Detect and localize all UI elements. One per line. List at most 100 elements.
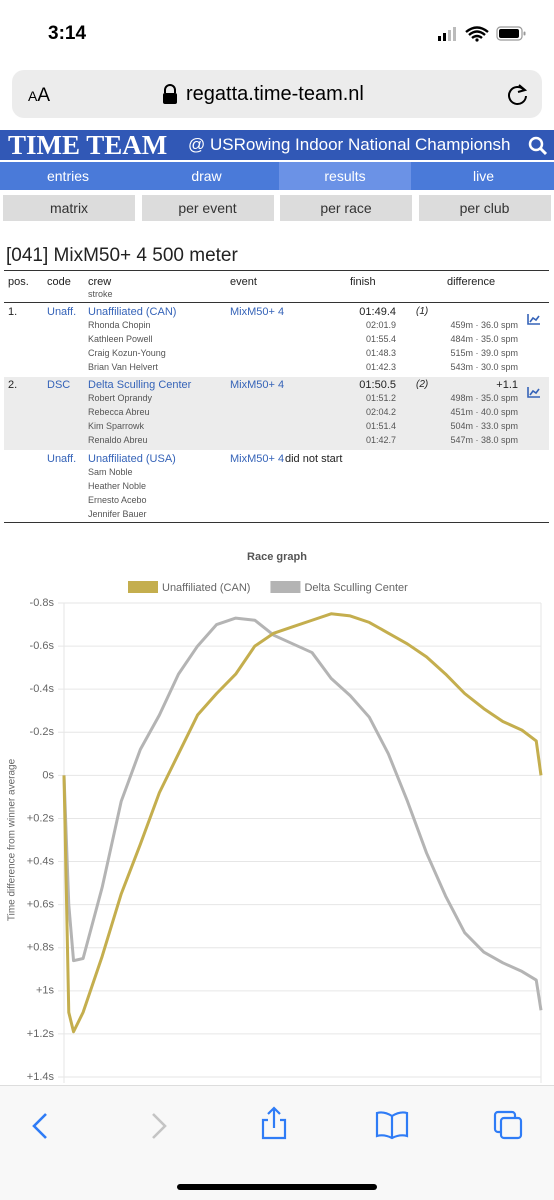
split-detail: 459m · 36.0 spm	[450, 320, 518, 330]
y-tick-label: -0.2s	[30, 726, 55, 738]
split: 01:42.7	[365, 435, 396, 445]
y-tick-label: +0.8s	[27, 942, 55, 954]
member-name: Sam Noble	[88, 467, 133, 477]
crew-name[interactable]: Delta Sculling Center	[88, 379, 192, 391]
y-axis-label: Time difference from winner average	[7, 758, 18, 921]
legend-label: Unaffiliated (CAN)	[162, 582, 250, 594]
tabs-button[interactable]	[493, 1110, 523, 1140]
place: (2)	[416, 379, 429, 390]
y-tick-label: -0.8s	[30, 597, 55, 609]
reload-button[interactable]	[505, 82, 531, 108]
col-head: stroke	[88, 289, 113, 299]
home-indicator	[177, 1184, 377, 1190]
subnav-button[interactable]	[3, 195, 135, 221]
toolbar	[0, 1085, 554, 1200]
member-name: Renaldo Abreu	[88, 435, 148, 445]
nav-item[interactable]: draw	[191, 168, 222, 184]
nav-active	[279, 162, 411, 190]
chart-link[interactable]	[527, 313, 541, 325]
place: (1)	[416, 306, 429, 317]
event-link[interactable]: MixM50+ 4	[230, 306, 285, 318]
nav-bar	[0, 162, 554, 190]
member-name: Brian Van Helvert	[88, 362, 158, 372]
split: 02:04.2	[365, 407, 396, 417]
brand: TIME TEAM	[8, 130, 168, 160]
nav-item[interactable]: entries	[46, 168, 90, 184]
forward-button[interactable]	[152, 1113, 167, 1139]
member-name: Kim Sparrowk	[88, 421, 145, 431]
lock-icon	[163, 84, 177, 104]
col-head: finish	[350, 276, 376, 288]
member-name: Kathleen Powell	[88, 334, 153, 344]
club-code: Unaff.	[47, 306, 77, 318]
event-link[interactable]: MixM50+ 4	[230, 453, 285, 465]
split: 01:51.2	[365, 393, 396, 403]
nav-item[interactable]: live	[472, 168, 494, 184]
y-tick-label: +1s	[36, 985, 55, 997]
site-header	[0, 130, 554, 160]
col-head: pos.	[8, 276, 29, 288]
finish-time: 01:49.4	[359, 306, 396, 318]
row-shade	[4, 377, 549, 450]
split: 02:01.9	[365, 320, 396, 330]
member-name: Heather Noble	[88, 481, 147, 491]
back-button[interactable]	[32, 1113, 47, 1139]
member-name: Robert Oprandy	[88, 393, 153, 403]
difference: +1.1	[496, 379, 518, 391]
chart-link[interactable]	[527, 386, 541, 398]
y-tick-label: +0.2s	[27, 812, 55, 824]
status: did not start	[285, 453, 343, 465]
split: 01:42.3	[365, 362, 396, 372]
y-tick-label: -0.4s	[30, 683, 55, 695]
subnav-button[interactable]	[141, 195, 274, 221]
status-icons	[438, 26, 526, 42]
crew-name[interactable]: Unaffiliated (USA)	[88, 453, 176, 465]
member-name: Ernesto Acebo	[88, 495, 147, 505]
y-tick-label: +0.6s	[27, 899, 55, 911]
col-head: code	[47, 276, 71, 288]
split-detail: 547m · 38.0 spm	[450, 435, 518, 445]
subnav-button[interactable]	[280, 195, 412, 221]
member-name: Jennifer Bauer	[88, 509, 147, 519]
toolbar-icons	[32, 1106, 523, 1190]
legend-swatch	[270, 581, 301, 593]
col-head: event	[230, 276, 257, 288]
address-bar[interactable]	[12, 70, 542, 118]
crew-name[interactable]: Unaffiliated (CAN)	[88, 306, 177, 318]
share-button[interactable]	[261, 1106, 287, 1140]
member-name: Craig Kozun-Young	[88, 348, 166, 358]
subnav-item[interactable]: matrix	[49, 200, 89, 216]
split-detail: 451m · 40.0 spm	[450, 407, 518, 417]
series-line	[62, 612, 543, 1034]
nav-item[interactable]: results	[324, 168, 366, 184]
finish-time: 01:50.5	[359, 379, 396, 391]
subnav-item[interactable]: per event	[178, 200, 237, 216]
split-detail: 484m · 35.0 spm	[450, 334, 518, 344]
legend-swatch	[128, 581, 158, 593]
subnav-item[interactable]: per club	[459, 200, 510, 216]
bookmarks-button[interactable]	[375, 1111, 409, 1140]
search-button[interactable]	[528, 136, 550, 156]
subnav-button[interactable]	[418, 195, 551, 221]
club-code: Unaff.	[47, 453, 77, 465]
event-link[interactable]: MixM50+ 4	[230, 379, 285, 391]
split-detail: 498m · 35.0 spm	[450, 393, 518, 403]
position: 1.	[8, 306, 18, 318]
race-title: [041] MixM50+ 4 500 meter	[6, 245, 238, 266]
event-name: @ USRowing Indoor National Championsh	[188, 135, 511, 154]
split-detail: 515m · 39.0 spm	[450, 348, 518, 358]
subnav-item[interactable]: per race	[320, 200, 372, 216]
position: 2.	[8, 379, 18, 391]
table-rule	[4, 302, 549, 303]
text-size-button[interactable]: AA	[28, 85, 51, 106]
split: 01:48.3	[365, 348, 396, 358]
split-detail: 543m · 30.0 spm	[450, 362, 518, 372]
club-code: DSC	[47, 379, 71, 391]
col-head: crew	[88, 276, 112, 288]
split: 01:51.4	[365, 421, 396, 431]
col-head: difference	[447, 276, 496, 288]
table-rule	[4, 270, 549, 271]
y-tick-label: +1.2s	[27, 1028, 55, 1040]
